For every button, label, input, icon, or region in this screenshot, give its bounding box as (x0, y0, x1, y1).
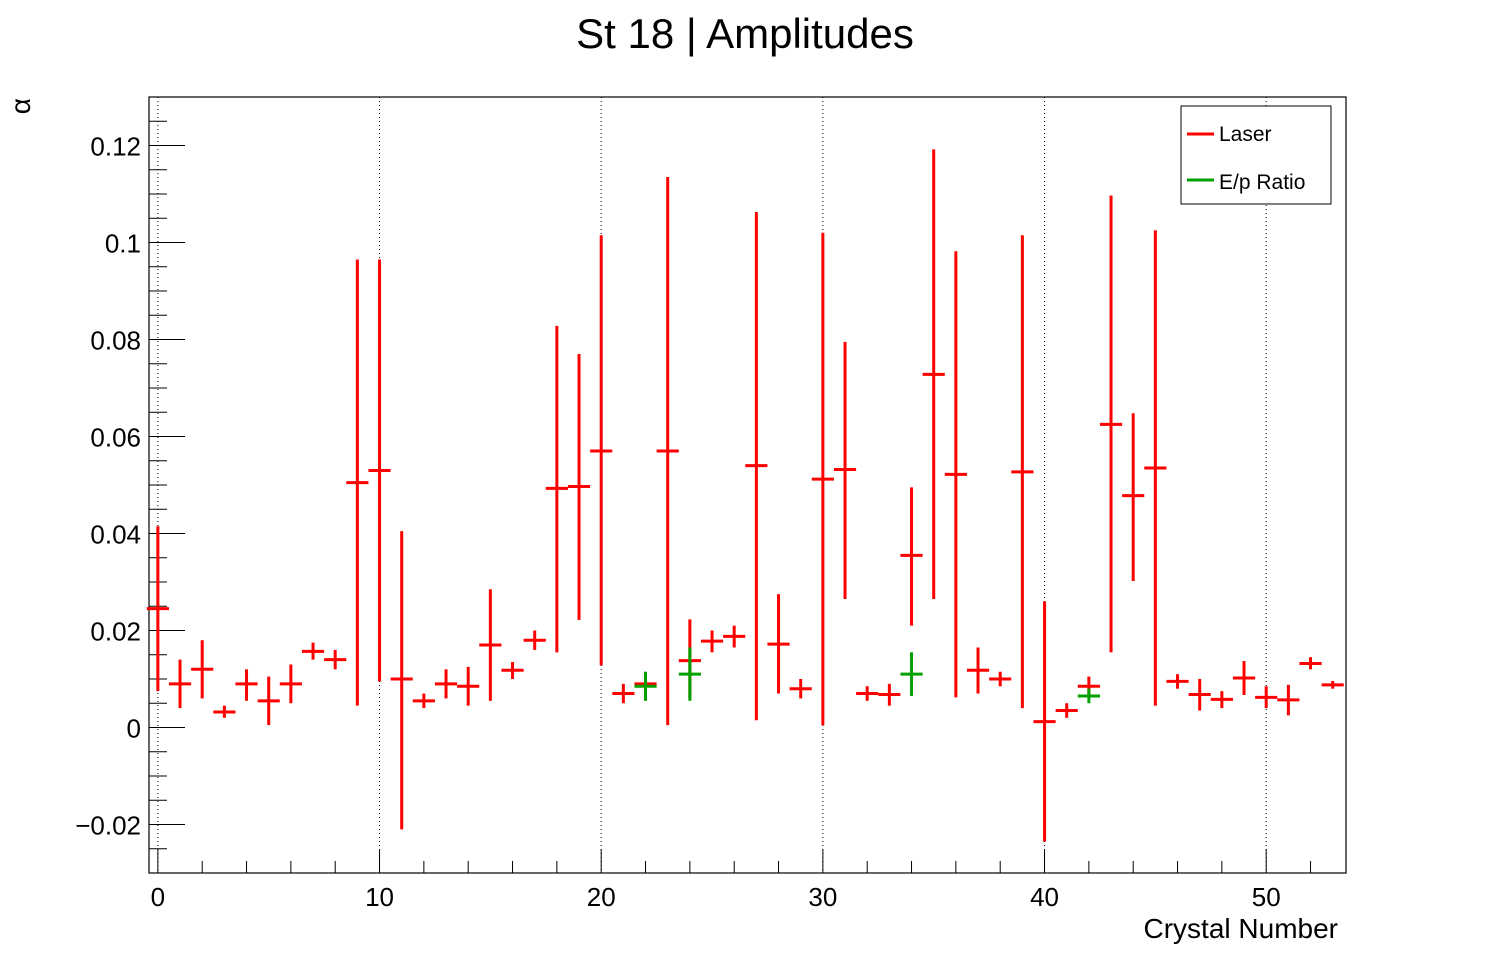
data-point (1321, 680, 1344, 689)
legend-label-ep-ratio: E/p Ratio (1219, 171, 1305, 194)
data-point (989, 671, 1012, 687)
data-series (146, 149, 1344, 842)
data-point (434, 669, 458, 699)
y-tick-label: 0.12 (90, 132, 141, 162)
data-point (922, 149, 945, 599)
chart-title: St 18 | Amplitudes (576, 10, 914, 57)
x-tick-label: 30 (808, 882, 837, 912)
y-tick-label: 0.1 (105, 229, 141, 259)
data-point (634, 671, 657, 701)
data-point (1210, 691, 1233, 709)
data-point (279, 664, 302, 704)
data-point (1011, 235, 1034, 709)
data-point (324, 649, 347, 670)
data-point (390, 531, 413, 830)
data-point (656, 177, 679, 726)
data-point (1299, 657, 1322, 670)
data-point (900, 652, 923, 696)
x-tick-label: 50 (1252, 882, 1281, 912)
legend: Laser E/p Ratio (1180, 105, 1332, 205)
data-point (1099, 195, 1123, 653)
data-point (301, 642, 325, 660)
data-point (590, 235, 613, 666)
data-point (412, 693, 435, 709)
data-point (1166, 674, 1189, 689)
data-point (235, 669, 258, 701)
data-point (1055, 703, 1078, 718)
data-point (833, 341, 857, 599)
data-point (479, 589, 502, 701)
y-tick-label: 0 (127, 714, 141, 744)
data-point (257, 676, 280, 726)
data-point (811, 232, 834, 726)
data-point (501, 662, 524, 679)
data-point (789, 679, 812, 699)
x-tick-label: 10 (365, 882, 394, 912)
data-point (168, 659, 192, 709)
data-point (457, 666, 480, 706)
y-axis-label: α (5, 98, 36, 114)
y-tick-label: −0.02 (75, 811, 141, 841)
data-point (966, 647, 990, 694)
data-point (1122, 413, 1145, 582)
legend-label-laser: Laser (1219, 123, 1272, 146)
data-point (856, 686, 879, 701)
data-point (745, 211, 768, 721)
x-tick-label: 0 (151, 882, 165, 912)
series-laser (146, 149, 1344, 842)
data-point (346, 259, 369, 706)
data-point (878, 683, 901, 706)
x-axis-label: Crystal Number (1144, 913, 1338, 944)
data-point (944, 251, 967, 698)
data-point (368, 259, 391, 682)
series-e-p-ratio (634, 647, 1100, 704)
data-point (700, 630, 724, 653)
y-tick-label: 0.04 (90, 520, 141, 550)
x-tick-label: 40 (1030, 882, 1059, 912)
data-point (1232, 661, 1256, 696)
data-point (767, 594, 790, 694)
data-point (1255, 686, 1278, 709)
y-tick-label: 0.02 (90, 617, 141, 647)
data-point (723, 625, 746, 648)
data-point (900, 487, 923, 626)
y-tick-label: 0.08 (90, 326, 141, 356)
data-point (612, 683, 635, 704)
data-point (1277, 684, 1300, 716)
x-tick-label: 20 (587, 882, 616, 912)
data-point (523, 630, 546, 650)
data-point (1188, 679, 1211, 711)
axis-tick-labels: 0 10 20 30 40 50 −0.02 0 0.02 0.04 0.06 0.08 0.1 0.12 (75, 132, 1280, 913)
data-point (678, 647, 701, 701)
data-point (1033, 601, 1056, 842)
data-point (545, 325, 568, 653)
data-point (1077, 688, 1100, 704)
data-point (146, 526, 169, 692)
data-point (1144, 230, 1167, 706)
y-tick-label: 0.06 (90, 423, 141, 453)
data-point (191, 640, 214, 699)
data-point (567, 354, 591, 620)
legend-box (1180, 105, 1332, 205)
data-point (213, 705, 236, 718)
